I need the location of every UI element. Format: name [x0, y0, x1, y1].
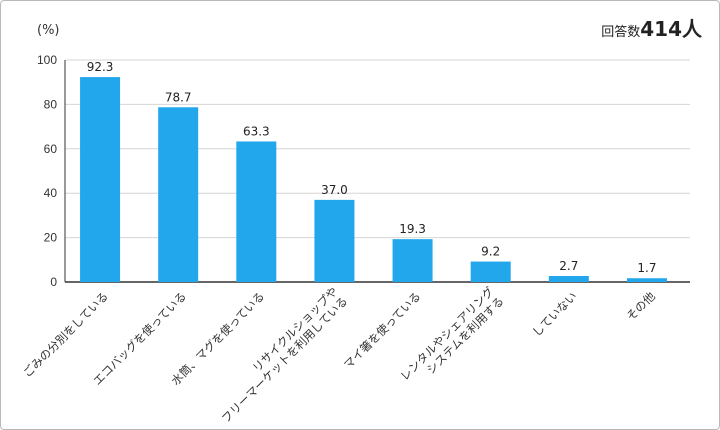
x-tick-label: ごみの分別をしている: [20, 289, 111, 380]
value-label: 2.7: [559, 259, 578, 273]
value-label: 63.3: [243, 124, 270, 138]
x-tick-label-line: していない: [529, 289, 579, 339]
bar: [158, 107, 199, 282]
y-tick-label: 80: [44, 97, 58, 111]
bar: [392, 239, 433, 282]
bar: [548, 276, 589, 282]
bar: [80, 77, 121, 283]
x-tick-label-line: ごみの分別をしている: [20, 289, 111, 380]
respondents-value: 414人: [640, 17, 703, 41]
y-tick-label: 40: [44, 186, 58, 200]
bars: 92.3 78.7 63.3 37.0 19.3 9.2 2.7 1.7: [80, 60, 667, 283]
respondents: 回答数414人: [601, 17, 703, 41]
bar: [470, 261, 511, 282]
value-label: 37.0: [321, 183, 348, 197]
bar: [314, 199, 355, 282]
value-label: 78.7: [165, 90, 192, 104]
y-tick-label: 20: [44, 231, 58, 245]
y-axis: 0 20 40 60 80 100: [37, 53, 66, 289]
respondents-label: 回答数: [601, 24, 640, 40]
y-tick-label: 0: [50, 275, 57, 289]
x-tick-label: していない: [529, 289, 579, 339]
value-label: 1.7: [637, 261, 656, 275]
x-tick-label-line: その他: [624, 289, 659, 324]
value-label: 9.2: [481, 245, 500, 259]
y-tick-label: 60: [44, 142, 58, 156]
y-tick-label: 100: [37, 53, 57, 67]
value-label: 19.3: [399, 222, 426, 236]
svg-text:回答数414人: 回答数414人: [601, 17, 703, 41]
bar: [626, 278, 667, 282]
unit-label: (%): [37, 23, 60, 38]
bar: [236, 141, 277, 282]
x-axis: ごみの分別をしているエコバッグを使っている水筒、マグを使っているリサイクルショッ…: [20, 284, 658, 426]
value-label: 92.3: [87, 60, 114, 74]
x-tick-label: その他: [624, 289, 659, 324]
